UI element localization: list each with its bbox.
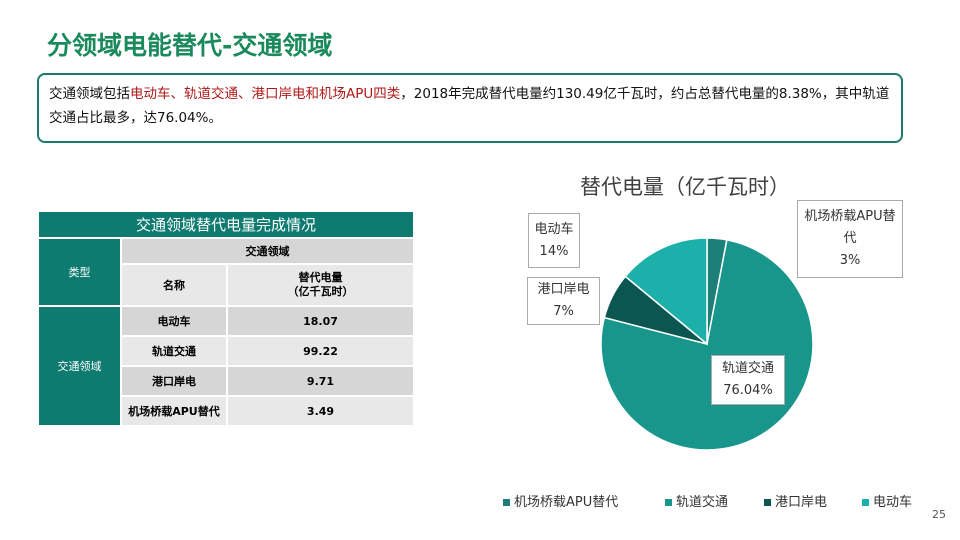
intro-text: ，2018年完成替代电量约130.49亿千瓦时，约占总替代电量的8.38%，其中… (49, 86, 890, 126)
legend-item: 轨道交通 (665, 491, 728, 510)
group-header: 交通领域 (120, 237, 415, 265)
value-cell: 99.22 (226, 335, 415, 367)
type-header: 类型 (37, 237, 122, 307)
value-cell: 9.71 (226, 365, 415, 397)
table-row: 轨道交通 99.22 (38, 335, 415, 367)
group-cell: 交通领域 (37, 305, 122, 427)
name-cell: 电动车 (120, 305, 228, 337)
data-label: 机场桥载APU替代 3% (797, 200, 903, 278)
intro-highlight: 电动车、轨道交通、港口岸电和机场APU四类 (130, 86, 401, 102)
pie-slice (624, 237, 708, 346)
data-label: 电动车 14% (528, 213, 580, 268)
legend-label: 电动车 (873, 495, 913, 510)
legend-item: 港口岸电 (764, 491, 827, 510)
data-label-value: 7% (553, 304, 574, 319)
table-row: 机场桥载APU替代 3.49 (38, 395, 415, 427)
data-label-name: 轨道交通 (721, 361, 774, 376)
chart-title: 替代电量（亿千瓦时） (580, 175, 790, 199)
intro-box: 交通领域包括电动车、轨道交通、港口岸电和机场APU四类，2018年完成替代电量约… (37, 73, 903, 143)
data-label-value: 14% (539, 243, 569, 259)
data-label-value: 3% (839, 253, 861, 268)
data-label: 轨道交通 76.04% (711, 355, 785, 405)
data-label-name: 港口岸电 (537, 282, 590, 297)
legend-item: 电动车 (862, 491, 912, 510)
legend-label: 轨道交通 (676, 495, 729, 510)
page-number: 25 (932, 508, 946, 521)
name-header: 名称 (120, 263, 228, 307)
legend-swatch (764, 499, 771, 506)
legend-swatch (862, 499, 869, 506)
slide-title: 分领域电能替代-交通领域 (47, 31, 333, 60)
table-title: 交通领域替代电量完成情况 (37, 210, 415, 239)
data-label-name: 机场桥载APU替代 (804, 209, 896, 246)
legend-label: 机场桥载APU替代 (514, 495, 619, 510)
legend-label: 港口岸电 (775, 495, 828, 510)
name-cell: 机场桥载APU替代 (120, 395, 228, 427)
table-row: 交通领域 电动车 18.07 (37, 305, 415, 427)
name-cell: 轨道交通 (120, 335, 228, 367)
table-row: 港口岸电 9.71 (38, 365, 415, 397)
intro-text: 交通领域包括 (49, 86, 130, 102)
value-cell: 3.49 (226, 395, 415, 427)
legend-swatch (665, 499, 672, 506)
data-label: 港口岸电 7% (527, 277, 600, 325)
legend-swatch (503, 499, 510, 506)
value-header: 替代电量 （亿千瓦时） (226, 263, 415, 307)
name-cell: 港口岸电 (120, 365, 228, 397)
legend-item: 机场桥载APU替代 (503, 491, 618, 510)
data-label-value: 76.04% (723, 383, 773, 398)
data-label-name: 电动车 (534, 221, 574, 237)
value-cell: 18.07 (226, 305, 415, 337)
data-table: 交通领域替代电量完成情况 类型 交通领域 名称 替代电量 （亿千瓦时） 交通领域 电动… (37, 210, 415, 427)
